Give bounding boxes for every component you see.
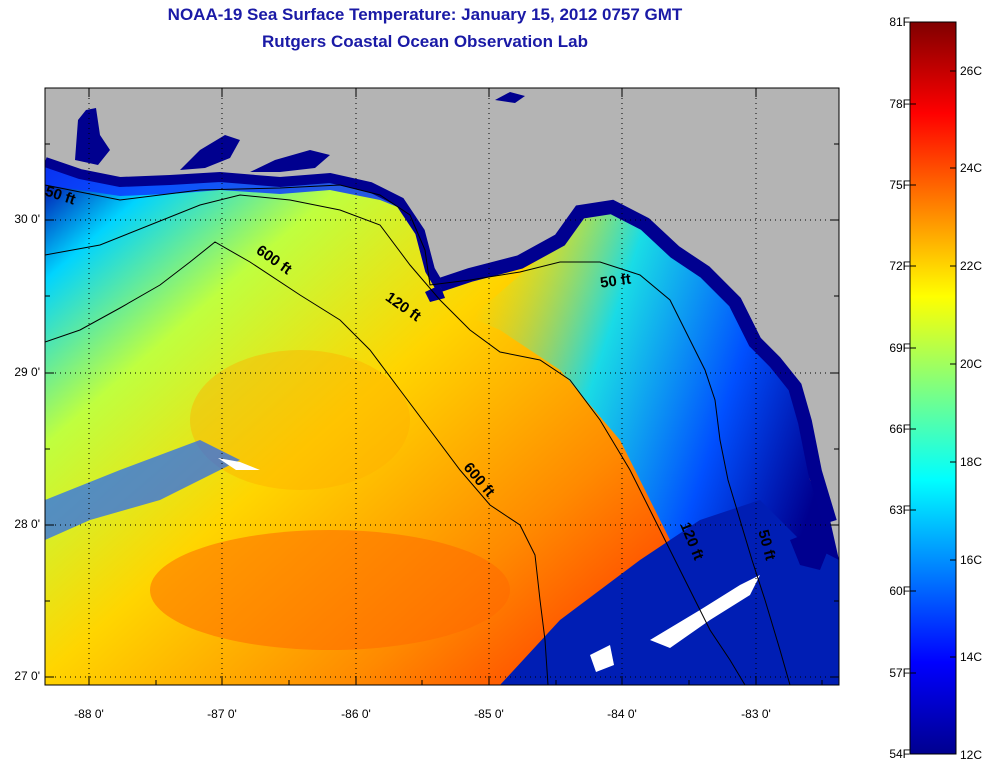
warm-core-2: [190, 350, 410, 490]
cold-streak-south: [500, 500, 839, 685]
lon-label-85: -85 0': [474, 707, 504, 721]
estuary-tampa: [790, 530, 830, 570]
colorbar-label-14c: 14C: [960, 650, 983, 664]
colorbar-label-66f: 66F: [889, 422, 910, 436]
lat-label-28: 28 0': [14, 517, 40, 531]
colorbar-label-75f: 75F: [889, 178, 910, 192]
chart-title: NOAA-19 Sea Surface Temperature: January…: [167, 5, 683, 24]
chart-subtitle: Rutgers Coastal Ocean Observation Lab: [262, 32, 588, 51]
lon-label-86: -86 0': [341, 707, 371, 721]
lon-label-83: -83 0': [741, 707, 771, 721]
lon-label-87: -87 0': [207, 707, 237, 721]
contour-50ft: [45, 184, 791, 685]
land-north-coast: [45, 88, 839, 520]
mobile-bay: [75, 108, 110, 165]
contour-600ft: [45, 241, 549, 685]
warm-core-1: [150, 530, 510, 650]
contour-label-50-east: 50 ft: [599, 271, 632, 292]
colorbar-label-63f: 63F: [889, 503, 910, 517]
colorbar-label-20c: 20C: [960, 357, 983, 371]
cold-filament: [45, 440, 240, 540]
cloud-patch-2: [590, 645, 614, 672]
colorbar-label-18c: 18C: [960, 455, 983, 469]
colorbar: [909, 21, 957, 755]
colorbar-label-78f: 78F: [889, 97, 910, 111]
colorbar-label-72f: 72F: [889, 259, 910, 273]
lat-label-27: 27 0': [14, 669, 40, 683]
colorbar-label-69f: 69F: [889, 341, 910, 355]
cloud-patch-1: [650, 575, 760, 648]
estuary-3: [250, 150, 330, 172]
coastal-cold-band: [45, 158, 405, 210]
colorbar-label-24c: 24C: [960, 161, 983, 175]
colorbar-label-26c: 26C: [960, 64, 983, 78]
colorbar-label-12c: 12C: [960, 748, 983, 762]
coastal-fringe-east: [437, 199, 837, 525]
estuary-2: [180, 135, 240, 170]
lon-label-88: -88 0': [74, 707, 104, 721]
lon-label-84: -84 0': [607, 707, 637, 721]
colorbar-label-16c: 16C: [960, 553, 983, 567]
colorbar-ticks: [910, 70, 956, 674]
coastal-fringe-north: [45, 157, 445, 290]
contour-120ft: [45, 194, 746, 685]
colorbar-label-22c: 22C: [960, 259, 983, 273]
colorbar-label-81f: 81F: [889, 15, 910, 29]
colorbar-label-57f: 57F: [889, 666, 910, 680]
lat-label-29: 29 0': [14, 365, 40, 379]
colorbar-label-60f: 60F: [889, 584, 910, 598]
cloud-patch-3: [218, 458, 260, 470]
colorbar-label-54f: 54F: [889, 747, 910, 761]
lat-label-30: 30 0': [14, 212, 40, 226]
axis-ticks: [45, 88, 839, 685]
estuary-4: [495, 92, 525, 103]
